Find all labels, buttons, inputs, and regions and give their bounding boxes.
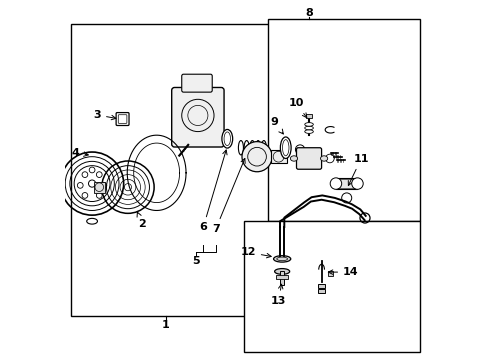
Text: 10: 10 [288,99,306,118]
Text: 9: 9 [270,117,283,134]
Ellipse shape [222,130,232,148]
Bar [280,271,284,285]
FancyBboxPatch shape [182,74,212,92]
Text: 3: 3 [93,110,116,120]
Bar [318,284,324,288]
Ellipse shape [304,126,313,130]
Bar [270,150,286,163]
Text: 13: 13 [270,284,285,306]
Bar [244,221,419,352]
Ellipse shape [273,256,290,262]
Ellipse shape [304,123,313,126]
Ellipse shape [280,137,290,158]
Text: 5: 5 [192,256,200,266]
Bar [305,114,312,118]
Ellipse shape [238,140,243,155]
Bar [276,275,287,279]
Text: 8: 8 [305,8,312,18]
Ellipse shape [320,156,327,161]
Bar [318,289,324,293]
Circle shape [351,178,363,189]
Ellipse shape [274,269,289,274]
Ellipse shape [255,140,260,155]
Bar [327,271,332,276]
Bar [335,178,357,189]
Text: 12: 12 [240,247,271,258]
Circle shape [242,141,271,172]
FancyBboxPatch shape [296,148,321,169]
Bar [70,24,273,316]
Ellipse shape [244,140,249,155]
Text: 14: 14 [327,267,358,277]
Text: 2: 2 [137,212,146,229]
Text: 7: 7 [211,158,244,234]
Ellipse shape [249,140,254,155]
Text: 4: 4 [72,148,88,158]
Text: 1: 1 [162,320,169,330]
Ellipse shape [261,140,266,155]
Bar [267,19,419,221]
FancyBboxPatch shape [171,87,224,147]
Text: 11: 11 [347,154,368,185]
Bar [336,179,356,188]
Bar [94,182,104,193]
Text: 6: 6 [199,150,226,232]
Ellipse shape [304,130,313,134]
Ellipse shape [290,156,297,161]
Circle shape [329,178,341,189]
